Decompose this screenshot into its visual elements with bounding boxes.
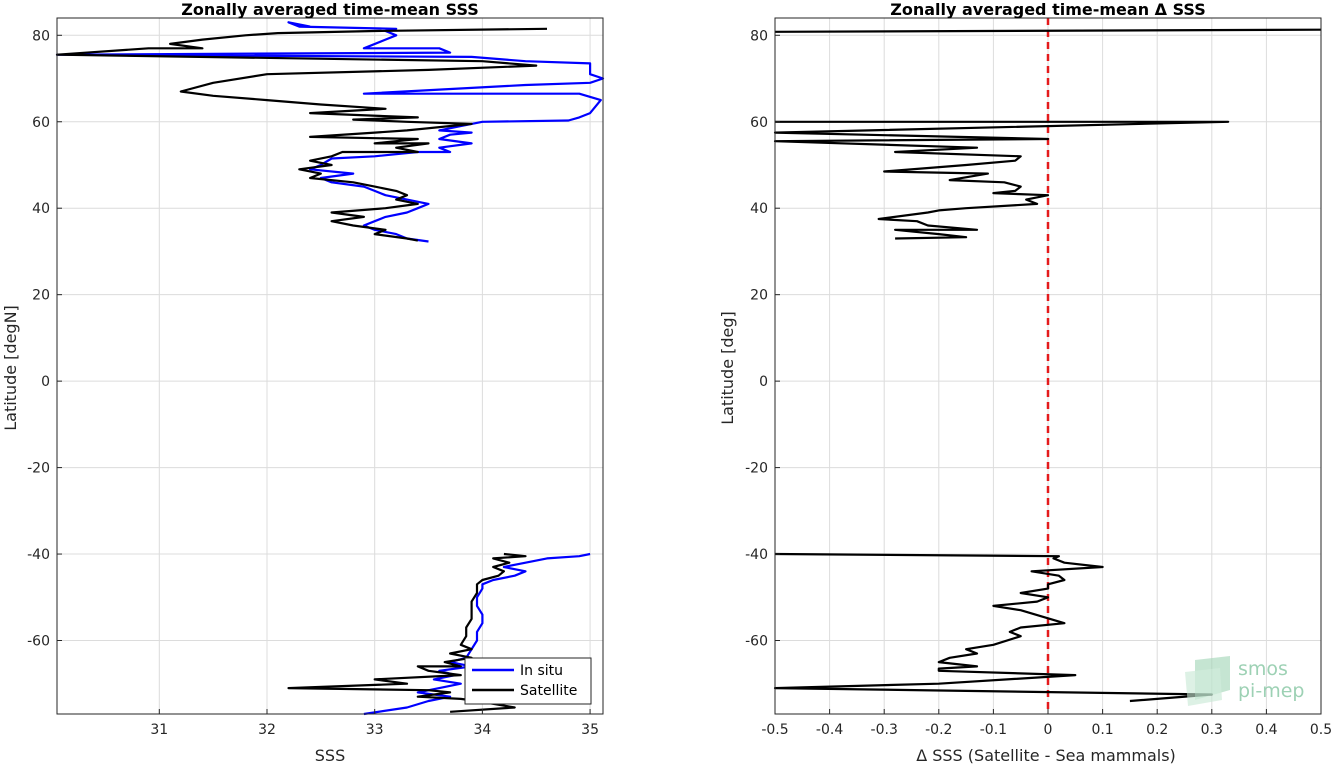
chart-title: Zonally averaged time-mean Δ SSS bbox=[890, 0, 1206, 19]
delta-sss-panel: -0.5 -0.4 -0.3 -0.2 -0.1 0 0.1 0.2 0.3 0.4 0.5 -60 -… bbox=[718, 0, 1332, 764]
plot-area bbox=[57, 18, 603, 714]
y-tick-label: 80 bbox=[32, 28, 50, 44]
y-tick-label: 20 bbox=[750, 288, 768, 304]
x-tick-label: 35 bbox=[581, 722, 599, 738]
y-tick-label: 60 bbox=[32, 115, 50, 131]
y-tick-label: 0 bbox=[759, 374, 768, 390]
y-tick-label: 20 bbox=[32, 288, 50, 304]
y-tick-label: 80 bbox=[750, 28, 768, 44]
x-tick-label: 0.1 bbox=[1091, 722, 1113, 738]
x-tick-label: 0.2 bbox=[1146, 722, 1168, 738]
y-tick-label: -20 bbox=[745, 461, 768, 477]
chart-title: Zonally averaged time-mean SSS bbox=[181, 0, 479, 19]
legend-label-satellite: Satellite bbox=[520, 683, 577, 699]
legend-box bbox=[464, 657, 592, 705]
x-tick-label: 0.5 bbox=[1310, 722, 1332, 738]
y-axis-label: Latitude [deg] bbox=[718, 311, 737, 425]
x-tick-label: 31 bbox=[150, 722, 168, 738]
x-tick-label: 0.3 bbox=[1201, 722, 1223, 738]
y-tick-label: 0 bbox=[41, 374, 50, 390]
x-tick-label: -0.3 bbox=[871, 722, 898, 738]
x-tick-label: 0 bbox=[1044, 722, 1053, 738]
tick-labels: -0.5 -0.4 -0.3 -0.2 -0.1 0 0.1 0.2 0.3 0.4 0.5 -60 -… bbox=[745, 28, 1332, 738]
y-axis-label: Latitude [degN] bbox=[1, 305, 20, 431]
x-tick-label: 34 bbox=[473, 722, 491, 738]
plot-frame bbox=[56, 17, 604, 715]
y-tick-label: 40 bbox=[32, 201, 50, 217]
x-tick-label: -0.4 bbox=[816, 722, 843, 738]
grid bbox=[57, 18, 603, 714]
sss-panel: 31 32 33 34 35 -60 -40 -20 0 20 40 60 80 Zonally ave… bbox=[1, 0, 605, 764]
y-tick-label: -60 bbox=[745, 634, 768, 650]
y-tick-label: -40 bbox=[27, 547, 50, 563]
y-tick-label: -20 bbox=[27, 461, 50, 477]
series-line-0-segment-0 bbox=[55, 21, 605, 243]
logo-mark-shadow-icon bbox=[1185, 668, 1222, 706]
series-line-0-segment-1 bbox=[773, 120, 1230, 240]
tick-labels: 31 32 33 34 35 -60 -40 -20 0 20 40 60 80 bbox=[27, 28, 599, 738]
logo-text-bottom: pi-mep bbox=[1238, 680, 1304, 702]
y-tick-label: -40 bbox=[745, 547, 768, 563]
y-tick-label: 40 bbox=[750, 201, 768, 217]
x-tick-label: 0.4 bbox=[1255, 722, 1277, 738]
x-tick-label: -0.5 bbox=[761, 722, 788, 738]
series-line-1-segment-0 bbox=[55, 27, 548, 242]
series-line-0-segment-2 bbox=[773, 552, 1213, 703]
legend-label-in-situ: In situ bbox=[520, 663, 563, 679]
x-tick-label: 32 bbox=[258, 722, 276, 738]
x-tick-label: 33 bbox=[366, 722, 384, 738]
series-line-0-segment-0 bbox=[774, 28, 1322, 33]
logo-text-top: smos bbox=[1238, 658, 1288, 680]
smos-pi-mep-logo: smos pi-mep bbox=[1185, 656, 1304, 706]
x-tick-label: -0.1 bbox=[980, 722, 1007, 738]
series-group bbox=[773, 18, 1322, 714]
x-tick-label: -0.2 bbox=[925, 722, 952, 738]
y-tick-label: 60 bbox=[750, 115, 768, 131]
series-group bbox=[55, 21, 605, 716]
x-axis-label: SSS bbox=[315, 746, 345, 764]
y-tick-label: -60 bbox=[27, 634, 50, 650]
legend: In situ Satellite bbox=[464, 657, 592, 705]
x-axis-label: Δ SSS (Satellite - Sea mammals) bbox=[916, 746, 1176, 764]
series-line-1-segment-1 bbox=[287, 552, 527, 713]
series-line-0-segment-1 bbox=[363, 552, 591, 716]
